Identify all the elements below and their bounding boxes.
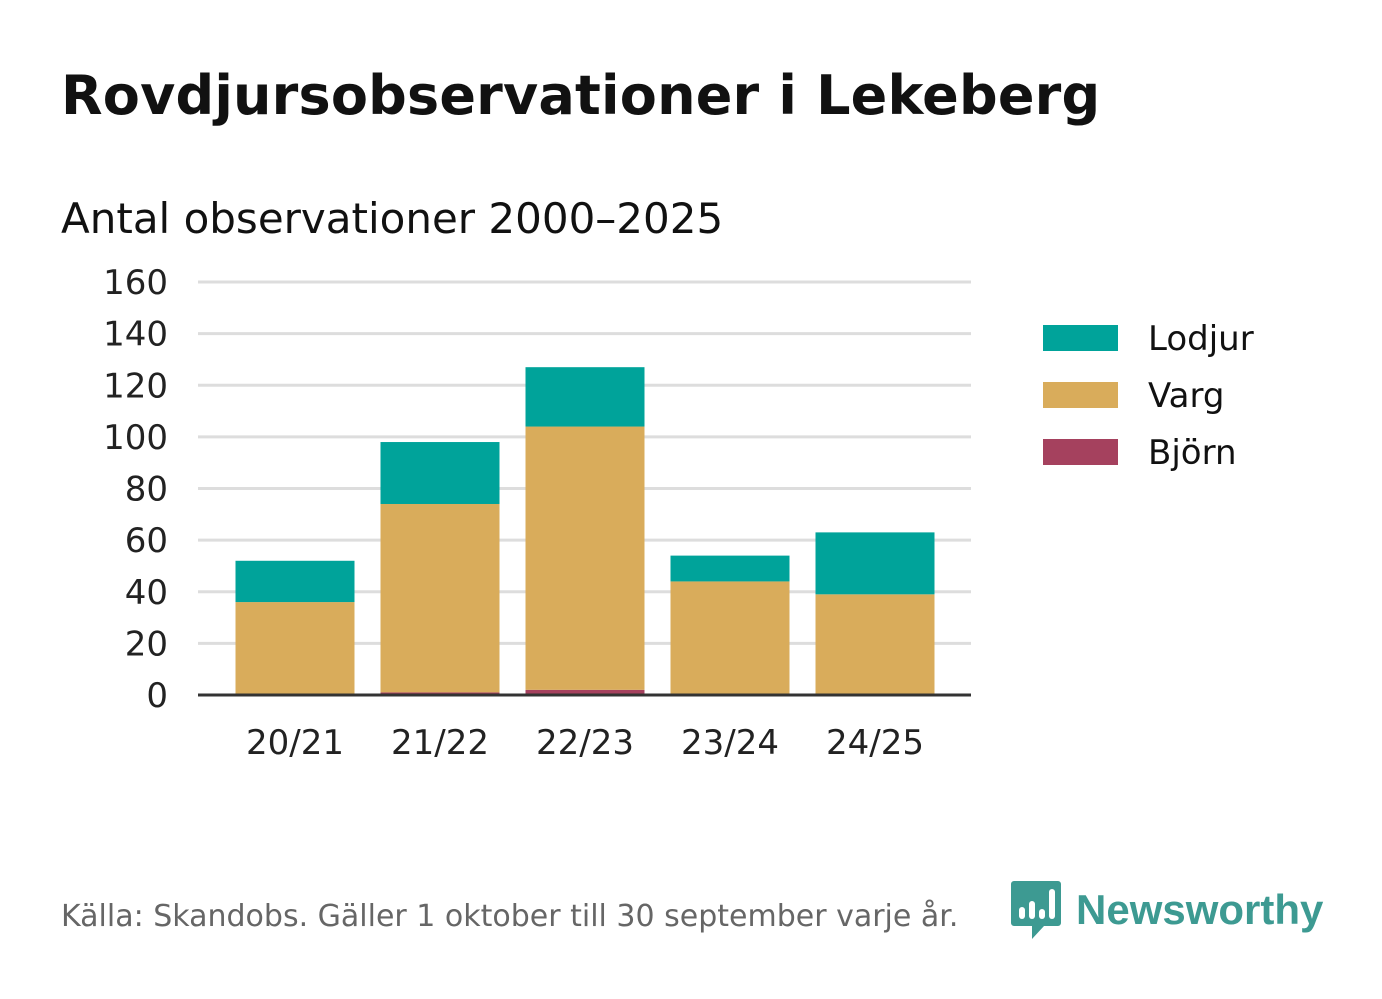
y-tick-label: 20	[125, 624, 168, 664]
y-axis-ticks: 0 20 40 60 80 100 120 140 160	[103, 263, 168, 716]
y-tick-label: 160	[103, 263, 168, 303]
bar-varg-24-25	[815, 594, 935, 695]
x-tick-label: 20/21	[246, 723, 344, 763]
bar-lodjur-22-23	[525, 367, 645, 427]
bar-varg-21-22	[380, 503, 500, 693]
y-tick-label: 40	[125, 573, 168, 613]
x-tick-label: 22/23	[536, 723, 634, 763]
x-axis-ticks: 20/21 21/22 22/23 23/24 24/25	[246, 723, 924, 763]
bar-varg-20-21	[235, 602, 355, 695]
bar-chart-speech-bubble-icon	[1011, 881, 1061, 939]
legend: Lodjur Varg Björn	[1043, 319, 1254, 473]
legend-label: Varg	[1148, 376, 1224, 416]
chart-subtitle: Antal observationer 2000–2025	[61, 194, 724, 243]
source-note: Källa: Skandobs. Gäller 1 oktober till 3…	[61, 899, 959, 934]
chart-title: Rovdjursobservationer i Lekeberg	[61, 64, 1101, 127]
bar-bj-rn-22-23	[525, 689, 645, 695]
legend-swatch-varg	[1043, 382, 1118, 408]
y-tick-label: 80	[125, 470, 168, 510]
y-tick-label: 0	[146, 676, 168, 716]
newsworthy-logo: Newsworthy	[1010, 878, 1323, 942]
y-tick-label: 120	[103, 366, 168, 406]
legend-label: Lodjur	[1148, 319, 1254, 359]
bar-varg-22-23	[525, 426, 645, 690]
bars	[235, 367, 935, 695]
legend-swatch-lodjur	[1043, 325, 1118, 351]
bar-lodjur-21-22	[380, 442, 500, 504]
legend-label: Björn	[1148, 433, 1237, 473]
bar-varg-23-24	[670, 581, 790, 695]
x-tick-label: 21/22	[391, 723, 489, 763]
bar-lodjur-23-24	[670, 555, 790, 582]
x-tick-label: 24/25	[826, 723, 924, 763]
x-tick-label: 23/24	[681, 723, 779, 763]
legend-swatch-bj-rn	[1043, 439, 1118, 465]
y-tick-label: 100	[103, 418, 168, 458]
y-tick-label: 140	[103, 315, 168, 355]
bar-lodjur-24-25	[815, 532, 935, 595]
bar-lodjur-20-21	[235, 560, 355, 603]
brand-name: Newsworthy	[1076, 886, 1324, 933]
y-tick-label: 60	[125, 521, 168, 561]
